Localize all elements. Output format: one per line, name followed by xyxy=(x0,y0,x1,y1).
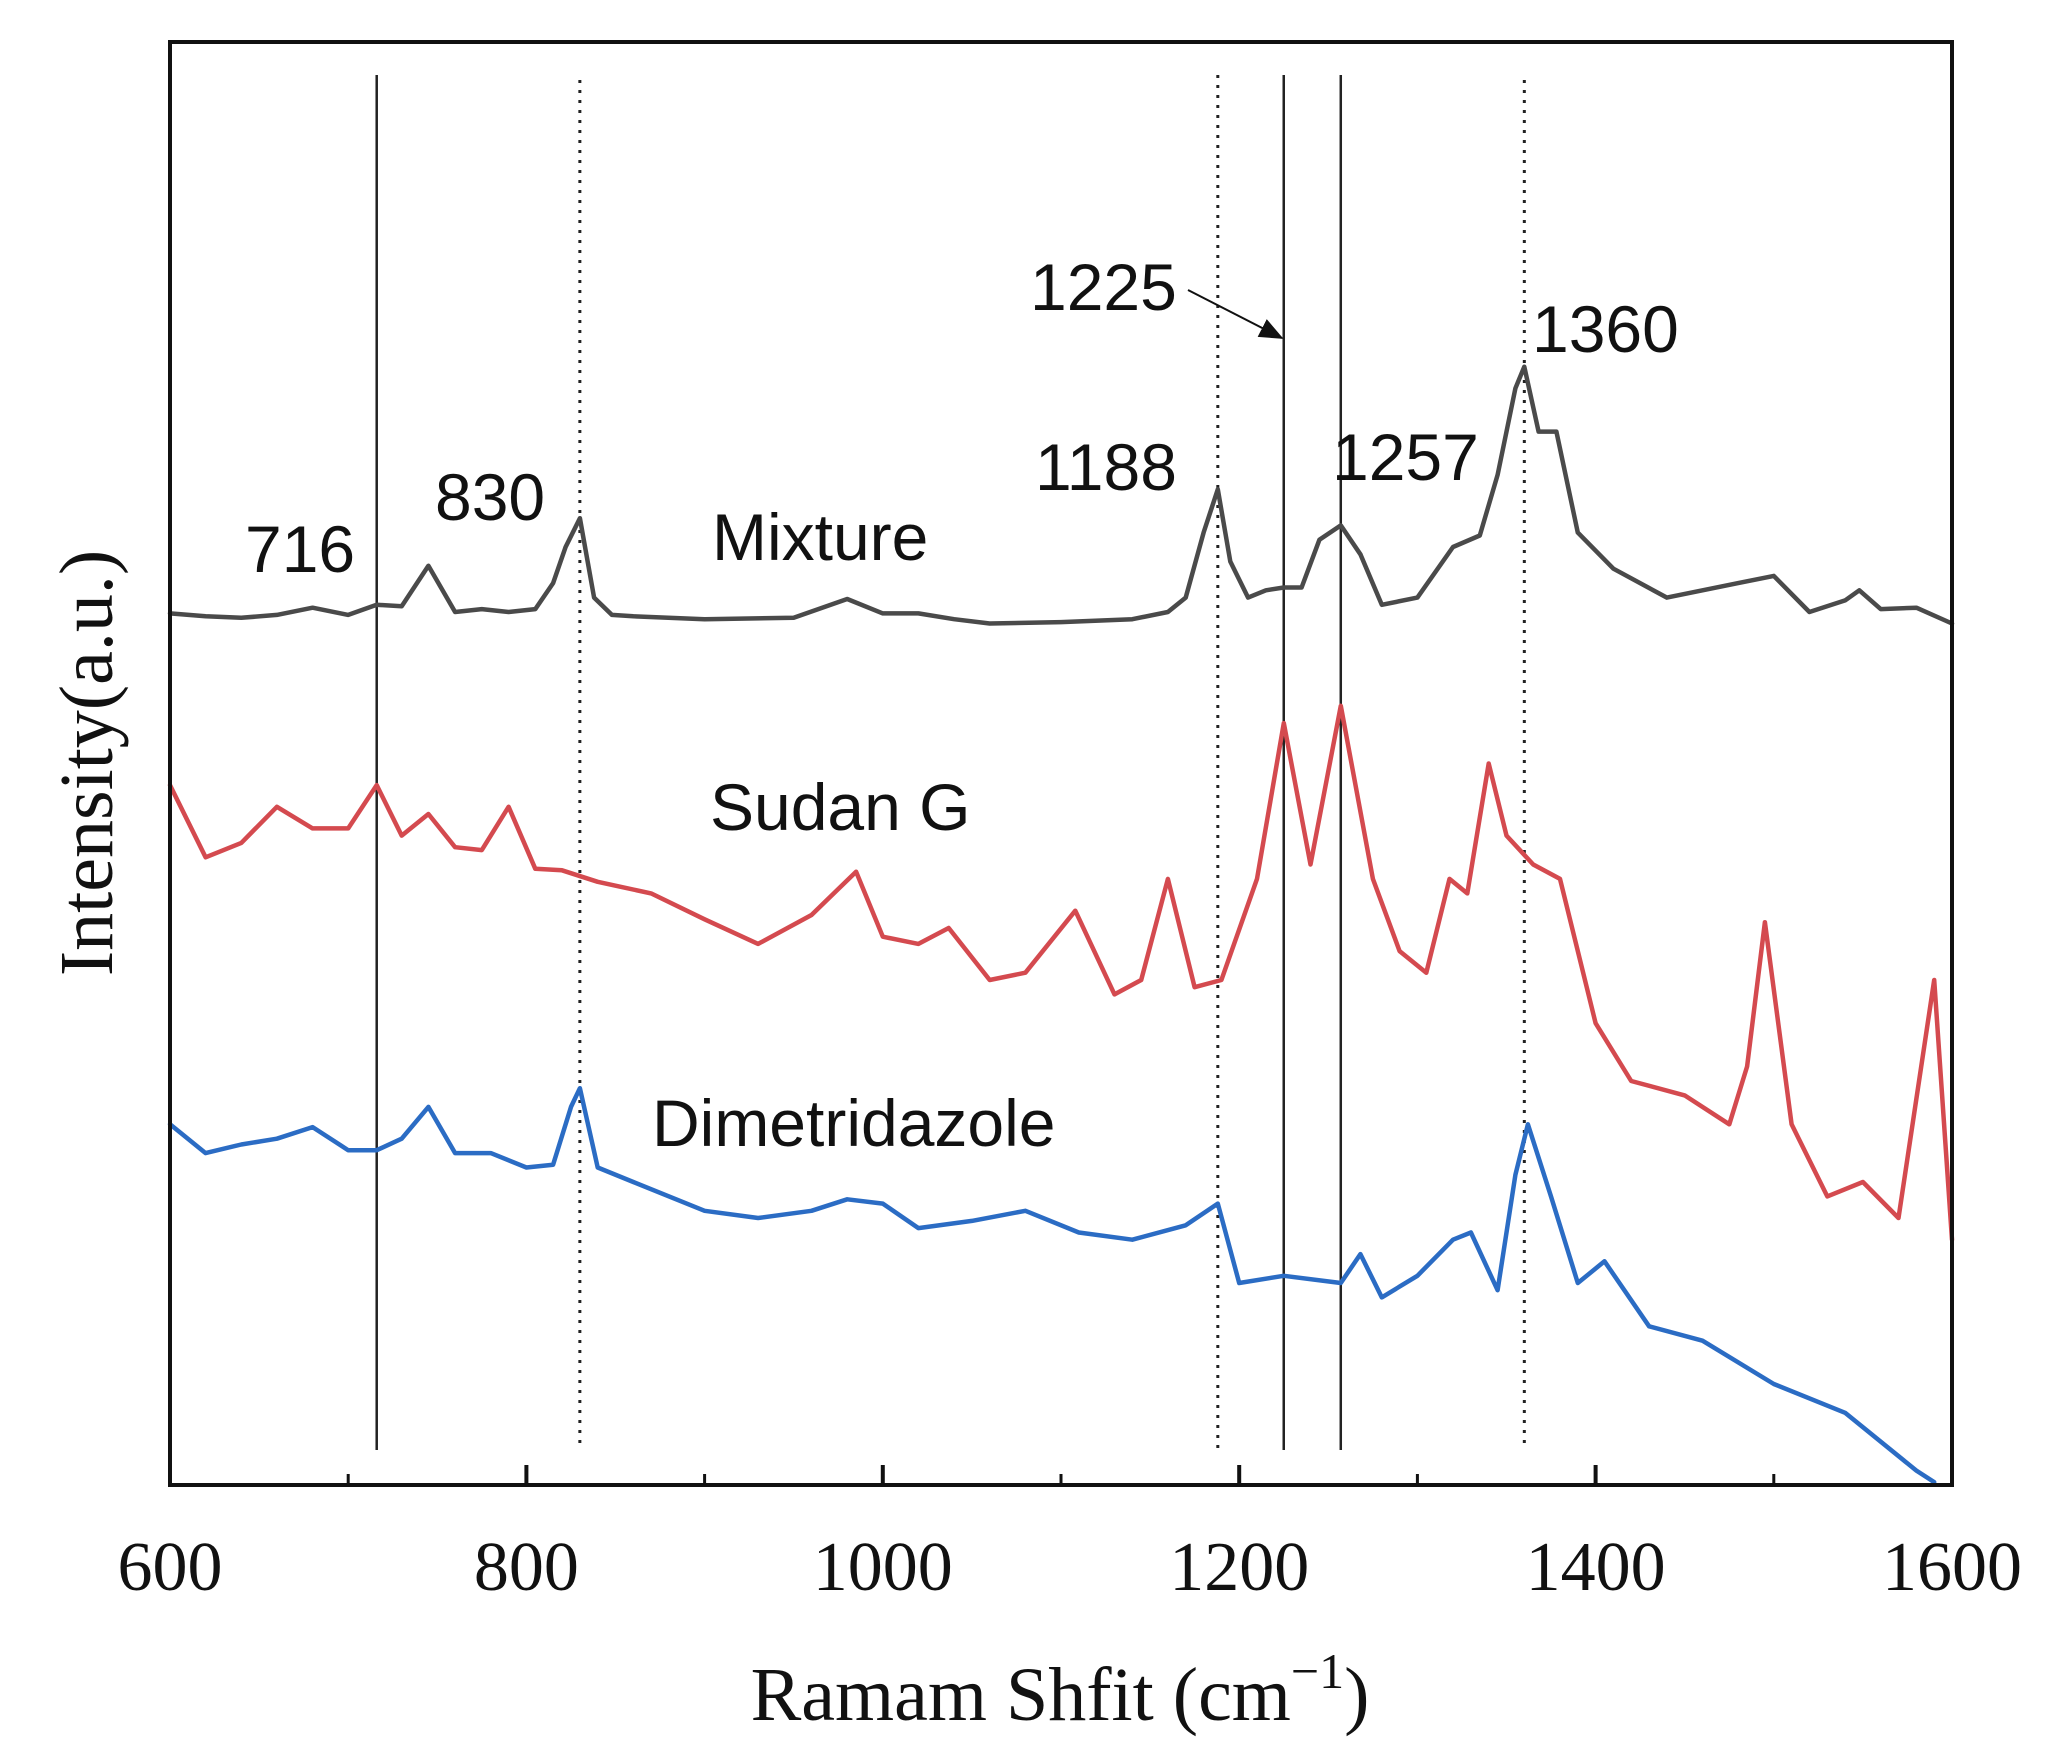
reference-lines xyxy=(375,75,1526,1450)
x-axis-title-sup: −1 xyxy=(1291,1643,1344,1699)
series-label-dimetridazole: Dimetridazole xyxy=(652,1086,1055,1160)
x-tick-label-1200: 1200 xyxy=(1169,1529,1309,1606)
series-label-mixture: Mixture xyxy=(712,500,928,574)
peak-label-830: 830 xyxy=(435,460,545,534)
x-axis-title-close: ) xyxy=(1344,1653,1369,1737)
series-line-mixture xyxy=(167,364,1955,626)
x-axis-title: Ramam Shfit (cm−1) xyxy=(751,1643,1370,1737)
x-tick-label-600: 600 xyxy=(118,1529,223,1606)
x-axis-ticks: 600 800 1000 1200 1400 1600 xyxy=(118,1465,2022,1606)
series-line-sudan-g xyxy=(167,703,1955,1242)
peak-annotations: 716 830 1188 1225 1257 1360 xyxy=(245,250,1679,586)
x-tick-label-1600: 1600 xyxy=(1882,1529,2022,1606)
peak-label-1188: 1188 xyxy=(1035,430,1177,504)
peak-label-1257: 1257 xyxy=(1332,420,1479,494)
peak-label-1225: 1225 xyxy=(1030,250,1177,324)
x-tick-label-1400: 1400 xyxy=(1526,1529,1666,1606)
series-layer xyxy=(167,364,1955,1485)
series-line-dimetridazole xyxy=(167,1085,1937,1485)
y-axis-title: Intensity(a.u.) xyxy=(45,550,129,976)
peak-label-1360: 1360 xyxy=(1532,292,1679,366)
series-label-sudan-g: Sudan G xyxy=(710,770,971,844)
x-axis-title-main: Ramam Shfit (cm xyxy=(751,1653,1291,1737)
peak-label-716: 716 xyxy=(245,512,355,586)
peak-arrow-1225 xyxy=(1187,289,1284,339)
x-tick-label-800: 800 xyxy=(474,1529,579,1606)
x-tick-label-1000: 1000 xyxy=(813,1529,953,1606)
